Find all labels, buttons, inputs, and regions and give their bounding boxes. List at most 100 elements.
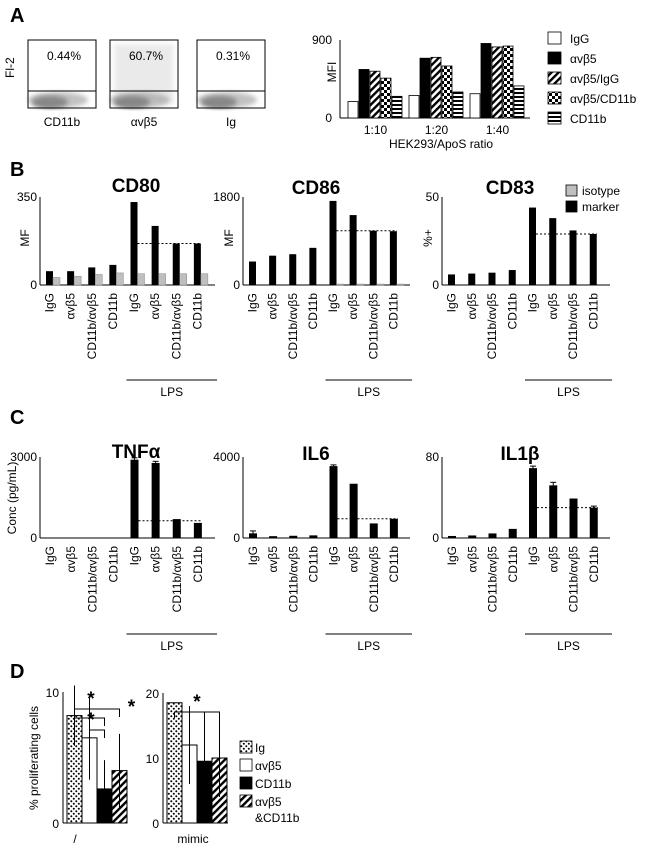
bar [569, 230, 577, 285]
panel-letter-d: D [10, 661, 24, 683]
x-tick-label: IgG [246, 293, 260, 312]
flow-scatter-halo [197, 92, 257, 108]
flow-scatter-halo [28, 92, 88, 108]
bar [88, 267, 96, 285]
bar [172, 243, 180, 285]
bar [430, 56, 442, 119]
x-tick-label: CD11b/αvβ5 [85, 293, 99, 360]
y-tick-label: 0 [432, 531, 439, 545]
x-tick-label: CD11b/αvβ5 [170, 546, 184, 613]
x-tick-label: IgG [526, 546, 540, 565]
bar [529, 468, 537, 538]
bar [166, 702, 183, 824]
bar [529, 207, 536, 285]
legend-swatch [239, 740, 253, 754]
bar-isotype [158, 273, 166, 286]
x-tick-label: CD11b/αvβ5 [367, 546, 381, 613]
y-axis-label: MF [18, 229, 32, 246]
bar-isotype [116, 272, 124, 286]
legend-proliferation: Ig αvβ5 CD11b αvβ5&CD11b [239, 740, 300, 825]
flow-plot: 0.31% Ig [196, 39, 266, 129]
legend-label: marker [582, 200, 619, 214]
x-tick-label: CD11b [586, 293, 600, 330]
legend-swatch [547, 111, 562, 125]
lps-label: LPS [357, 639, 380, 653]
y-tick-label: 0 [325, 111, 332, 125]
legend-mfi: IgG αvβ5 αvβ5/IgG αvβ5/CD11b CD11b [547, 31, 637, 126]
bar [589, 233, 597, 285]
x-tick-label: CD11b [306, 546, 320, 583]
x-tick-label: αvβ5 [149, 546, 163, 573]
x-axis-label: mimic [177, 832, 208, 846]
flow-plot: 60.7% αvβ5 [109, 39, 179, 129]
flow-percent: 60.7% [129, 49, 163, 63]
y-tick-label: 350 [17, 190, 37, 204]
significance-star: * [87, 710, 95, 731]
legend-swatch [547, 51, 562, 65]
legend-swatch [565, 184, 578, 197]
x-tick-label: CD11b/αvβ5 [566, 293, 580, 360]
bar [309, 247, 317, 285]
flow-ylabel: Fl-2 [3, 57, 17, 78]
y-tick-label: 10 [146, 752, 160, 766]
y-tick-label: 50 [426, 190, 440, 204]
x-tick-label: IgG [127, 293, 141, 312]
y-tick-label: 4000 [213, 450, 240, 464]
bar [193, 522, 202, 538]
x-tick-label: CD11b [106, 546, 120, 583]
legend-isotype-marker: isotype marker [565, 184, 620, 214]
bar [193, 243, 201, 285]
x-tick-label: αvβ5 [64, 293, 78, 320]
significance-star: * [87, 689, 95, 710]
x-tick-label: CD11b [505, 293, 519, 330]
bar [249, 261, 256, 285]
bar [389, 518, 398, 538]
chart-title: CD83 [486, 178, 535, 199]
flow-plot-frame [196, 39, 266, 109]
y-tick-label: 900 [312, 33, 332, 47]
y-tick-label: 10 [46, 686, 60, 700]
y-axis-label: MF [222, 229, 236, 246]
legend-label: CD11b [570, 112, 607, 126]
lps-label: LPS [357, 385, 380, 399]
chart-title: TNFα [112, 442, 161, 463]
y-tick-label: 0 [233, 531, 240, 545]
legend-swatch [239, 794, 253, 808]
x-tick-label: IgG [326, 293, 340, 312]
x-tick-label: CD11b [387, 546, 401, 583]
x-tick-label: IgG [445, 293, 459, 312]
x-tick-label: CD11b [191, 546, 205, 583]
lps-label: LPS [160, 385, 183, 399]
y-tick-label: 20 [146, 687, 160, 701]
x-tick-label: CD11b/αvβ5 [169, 293, 183, 360]
bar [151, 462, 160, 538]
bar [441, 65, 453, 119]
y-axis-label: % proliferating cells [27, 706, 41, 810]
x-tick-label: CD11b/αvβ5 [486, 546, 500, 613]
legend-label: &CD11b [255, 811, 300, 825]
bar [309, 535, 318, 538]
flow-scatter [197, 92, 257, 108]
x-tick-label: CD11b/αvβ5 [85, 546, 99, 613]
bar [491, 46, 503, 119]
chart-cd80: 350 0 MF CD80 IgG αvβ5 CD11b/αvβ5 CD11b IgG αvβ5 C… [17, 176, 217, 399]
chart-title: CD86 [292, 178, 341, 199]
chart-title: CD80 [112, 176, 161, 197]
chart-il1b: 80 0 IL1β IgG αvβ5 CD11b/αvβ5 CD11b IgG αvβ5 CD11… [426, 444, 612, 653]
y-tick-label: 80 [426, 450, 440, 464]
x-tick-label: CD11b/αvβ5 [485, 293, 499, 360]
bar [589, 507, 598, 538]
x-tick-label: αvβ5 [546, 293, 560, 320]
y-tick-label: 0 [52, 817, 59, 831]
bar [549, 218, 557, 285]
bar [289, 254, 297, 285]
bar-isotype [200, 273, 209, 286]
x-tick-label: αvβ5 [465, 546, 479, 573]
chart-proliferation-left: 010% proliferating cells/* ** [27, 685, 136, 846]
x-tick-label: CD11b [506, 546, 520, 583]
legend-label: αvβ5 [255, 795, 282, 809]
bar [569, 498, 578, 538]
bar [109, 264, 117, 285]
bar-isotype [137, 273, 145, 286]
panel-letter-c: C [10, 407, 24, 429]
